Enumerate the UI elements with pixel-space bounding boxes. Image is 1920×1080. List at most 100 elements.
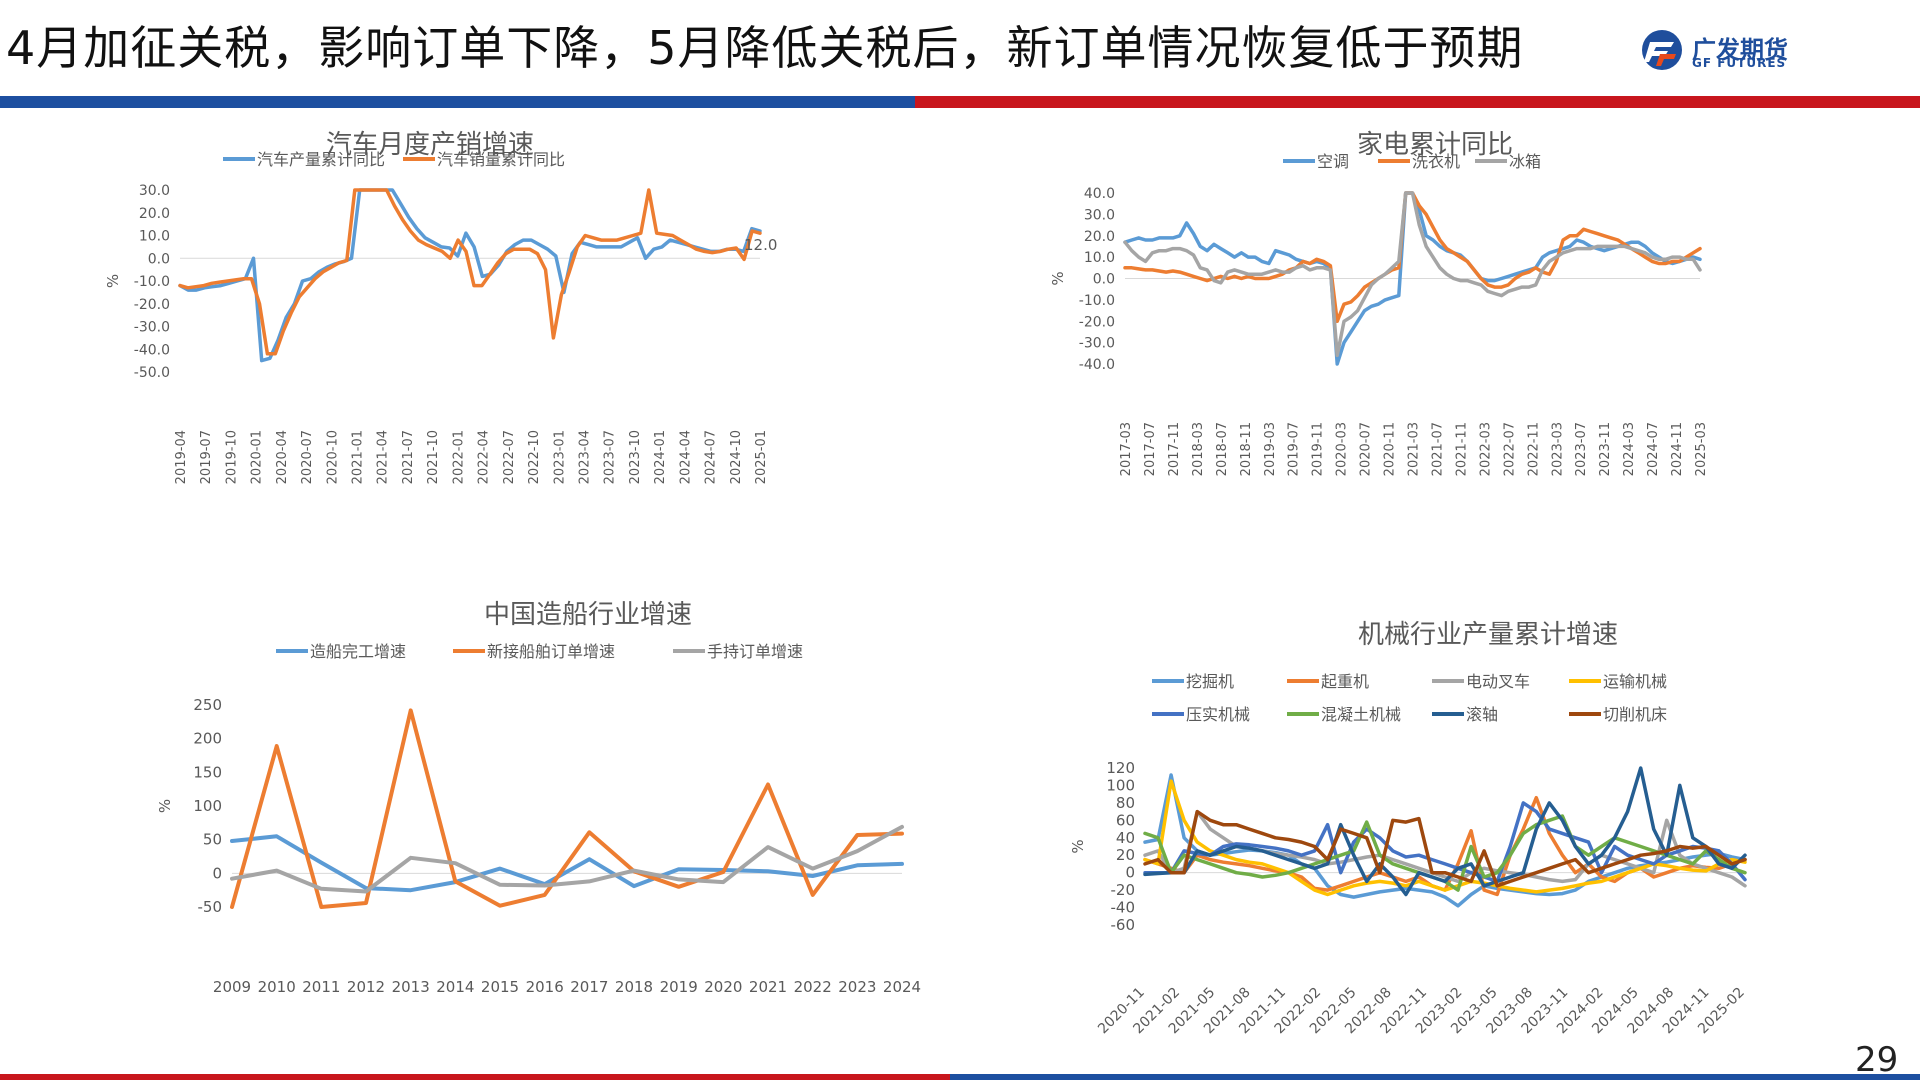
x-tick-label: 2009	[213, 978, 251, 996]
y-tick-label: 0.0	[1093, 272, 1115, 288]
legend-label-2: 起重机	[1321, 672, 1369, 691]
x-tick-label: 2018-07	[1215, 422, 1230, 476]
legend-label-2: 新接船舶订单增速	[487, 642, 615, 661]
x-tick-label: 2023-01	[552, 430, 567, 484]
x-tick-label: 2020-01	[250, 430, 265, 484]
chart-title: 中国造船行业增速	[484, 600, 692, 630]
y-tick-label: 100	[1106, 776, 1135, 794]
y-tick-label: -10.0	[1079, 293, 1115, 309]
y-tick-label: 30.0	[139, 183, 170, 199]
x-tick-label: 2022-10	[527, 430, 542, 484]
x-tick-label: 2024-03	[1622, 422, 1637, 476]
series-line-3	[230, 824, 904, 894]
x-tick-label: 2011	[302, 978, 340, 996]
x-tick-label: 2019-07	[1287, 422, 1302, 476]
x-tick-label: 2013	[392, 978, 430, 996]
y-tick-label: -30.0	[1079, 336, 1115, 352]
series-line-2	[230, 708, 904, 909]
x-tick-label: 2017-03	[1119, 422, 1134, 476]
y-tick-label: 20.0	[139, 206, 170, 222]
x-tick-label: 2023-03	[1550, 422, 1565, 476]
y-axis-label: %	[156, 799, 174, 813]
series-line-2	[178, 188, 762, 356]
y-tick-label: -20.0	[134, 297, 170, 313]
legend-label-1: 空调	[1317, 152, 1349, 171]
legend-label-2: 汽车销量累计同比	[437, 150, 565, 169]
x-tick-label: 2017-11	[1167, 422, 1182, 476]
x-tick-label: 2017-07	[1143, 422, 1158, 476]
x-tick-label: 2021-03	[1407, 422, 1422, 476]
y-tick-label: 20.0	[1084, 229, 1115, 245]
y-tick-label: 0.0	[148, 251, 170, 267]
logo-chinese-text: 广发期货	[1692, 36, 1788, 64]
x-tick-label: 2018-03	[1191, 422, 1206, 476]
x-tick-label: 2019-11	[1311, 422, 1326, 476]
x-tick-label: 2021	[749, 978, 787, 996]
y-tick-label: 10.0	[139, 229, 170, 245]
x-tick-label: 2024-11	[1670, 422, 1685, 476]
chart-title: 家电累计同比	[1357, 130, 1513, 160]
y-tick-label: 150	[193, 763, 222, 781]
x-tick-label: 2025-03	[1694, 422, 1709, 476]
logo-english-text: GF FUTURES	[1692, 56, 1787, 70]
y-tick-label: 80	[1116, 794, 1135, 812]
y-tick-label: -50.0	[134, 365, 170, 381]
x-tick-label: 2025-01	[754, 430, 769, 484]
legend-label-7: 滚轴	[1466, 705, 1498, 724]
x-tick-label: 2019-07	[199, 430, 214, 484]
y-tick-label: 120	[1106, 759, 1135, 777]
x-tick-label: 2019-10	[224, 430, 239, 484]
series-line-3	[1123, 191, 1702, 358]
y-tick-label: -30.0	[134, 320, 170, 336]
x-tick-label: 2023-07	[603, 430, 618, 484]
x-tick-label: 2018-11	[1239, 422, 1254, 476]
x-tick-label: 2024-01	[653, 430, 668, 484]
y-tick-label: 0	[1125, 864, 1135, 882]
header-divider-red	[915, 96, 1920, 108]
x-tick-label: 2022-04	[477, 430, 492, 484]
y-tick-label: -40	[1111, 899, 1136, 917]
legend-label-1: 造船完工增速	[310, 642, 406, 661]
x-tick-label: 2019-03	[1263, 422, 1278, 476]
x-tick-label: 2020-10	[325, 430, 340, 484]
legend-label-8: 切削机床	[1603, 705, 1667, 724]
x-tick-label: 2021-10	[426, 430, 441, 484]
legend-label-1: 汽车产量累计同比	[257, 150, 385, 169]
x-tick-label: 2024-07	[1646, 422, 1661, 476]
x-tick-label: 2023	[838, 978, 876, 996]
legend-label-6: 混凝土机械	[1321, 705, 1401, 724]
x-tick-label: 2022-07	[1502, 422, 1517, 476]
x-tick-label: 2017	[570, 978, 608, 996]
y-tick-label: 100	[193, 797, 222, 815]
header-divider-blue	[0, 96, 915, 108]
x-tick-label: 2021-01	[351, 430, 366, 484]
x-tick-label: 2019	[660, 978, 698, 996]
y-tick-label: -10.0	[134, 274, 170, 290]
x-tick-label: 2020-04	[275, 430, 290, 484]
y-axis-label: %	[1069, 839, 1087, 853]
legend-label-4: 运输机械	[1603, 672, 1667, 691]
legend-label-3: 手持订单增速	[707, 642, 803, 661]
series-line-1	[178, 188, 762, 363]
legend-label-2: 洗衣机	[1412, 152, 1460, 171]
y-tick-label: 250	[193, 696, 222, 714]
footer-divider-red	[0, 1074, 950, 1080]
y-tick-label: -60	[1111, 916, 1136, 934]
legend-label-1: 挖掘机	[1186, 672, 1234, 691]
page-number: 29	[1855, 1040, 1899, 1080]
x-tick-label: 2024-10	[729, 430, 744, 484]
company-logo: 广发期货 GF FUTURES	[1640, 28, 1790, 72]
y-axis-label: %	[1049, 271, 1067, 285]
x-tick-label: 2024-04	[678, 430, 693, 484]
chart-title: 汽车月度产销增速	[326, 130, 534, 160]
y-tick-label: -20	[1111, 881, 1136, 899]
y-tick-label: 200	[193, 730, 222, 748]
series-line-5	[1143, 801, 1747, 884]
data-label: 12.0	[744, 236, 777, 254]
x-tick-label: 2016	[526, 978, 564, 996]
x-tick-label: 2024	[883, 978, 921, 996]
